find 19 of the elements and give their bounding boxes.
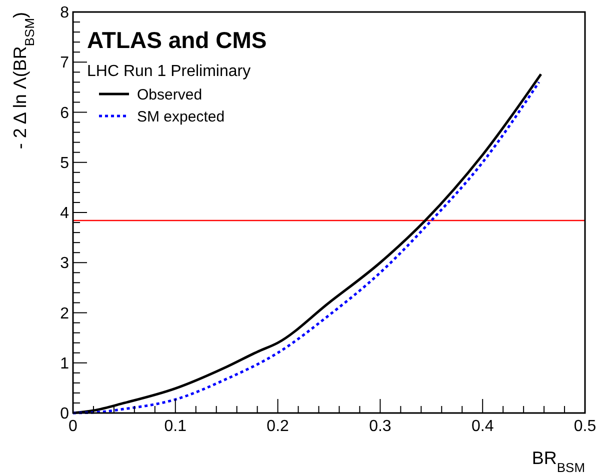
legend-label: SM expected [137,108,225,126]
text: LHC Run 1 Preliminary [87,63,251,80]
x-axis-title: BR$_{BSM}$ [532,448,585,474]
y-tick-label: 1 [60,355,70,372]
y-tick-label: 6 [60,104,70,122]
text: ATLAS and CMS [87,27,267,53]
y-tick-label: 3 [60,255,70,272]
y-tick-label: 7 [60,54,70,72]
x-tick-label: 0.2 [266,418,290,435]
y-tick-label: 4 [60,205,70,222]
x-tick-label: 0.4 [471,418,494,435]
y-tick-label: 5 [60,154,70,172]
x-tick-label: 0.5 [574,418,596,435]
y-tick-label: 0 [60,406,70,423]
y-tick-label: 2 [60,305,70,322]
legend-label: Observed [137,86,202,104]
y-tick-label: 8 [60,4,70,22]
x-tick-label: 0.3 [369,418,392,435]
x-tick-label: 0.1 [164,418,187,435]
